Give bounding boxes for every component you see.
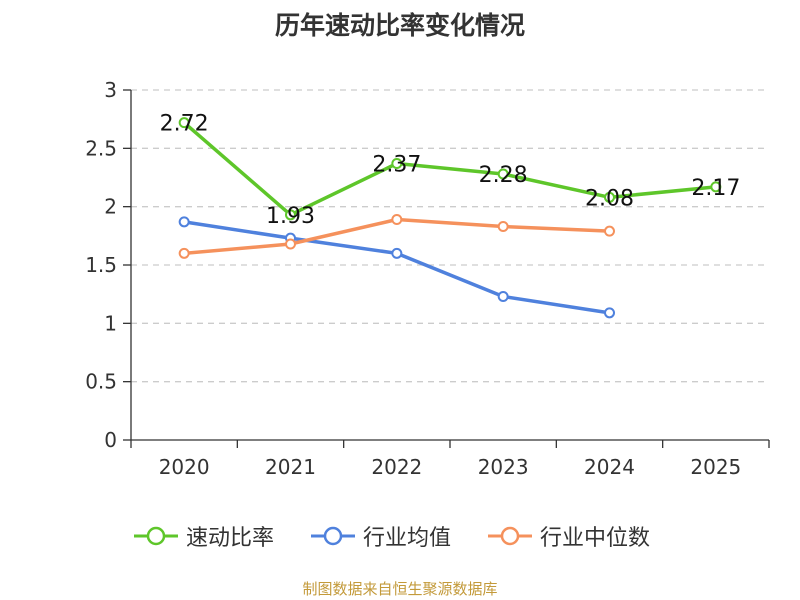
source-note: 制图数据来自恒生聚源数据库 (302, 580, 498, 598)
legend-label-quick-ratio: 速动比率 (186, 526, 275, 551)
legend-item-industry-median[interactable]: 行业中位数 (488, 518, 650, 554)
x-tick-label: 2021 (265, 455, 316, 479)
data-point-0 (604, 191, 615, 203)
data-point-2 (285, 238, 296, 250)
x-tick-label: 2022 (371, 455, 422, 479)
y-tick-label: 1.5 (85, 253, 117, 277)
legend-label-industry-mean: 行业均值 (363, 526, 452, 551)
data-point-2 (497, 221, 509, 232)
data-point-2 (604, 225, 615, 237)
data-point-1 (178, 216, 190, 228)
series-line-0 (183, 121, 717, 217)
data-point-1 (497, 291, 509, 302)
chart-legend: 速动比率 行业均值 行业中位数 (0, 518, 800, 554)
legend-label-industry-median: 行业中位数 (540, 526, 651, 551)
data-label: 2.28 (479, 163, 528, 188)
legend-swatch-industry-mean (311, 526, 355, 546)
data-point-0 (497, 168, 509, 180)
legend-swatch-quick-ratio (134, 526, 178, 546)
series-line-1 (183, 220, 610, 315)
data-point-1 (391, 247, 403, 259)
data-point-0 (285, 209, 296, 221)
legend-item-quick-ratio[interactable]: 速动比率 (134, 518, 274, 554)
data-point-2 (391, 214, 403, 225)
data-point-0 (391, 158, 403, 169)
data-label: 2.37 (372, 153, 421, 178)
data-label: 1.93 (266, 204, 315, 229)
y-tick-label: 0.5 (85, 370, 117, 394)
chart-title: 历年速动比率变化情况 (274, 11, 525, 40)
data-point-0 (178, 117, 190, 129)
x-tick-label: 2024 (584, 455, 635, 479)
x-tick-label: 2020 (159, 455, 210, 479)
data-label: 2.72 (160, 112, 209, 137)
y-tick-label: 2.5 (85, 136, 117, 160)
data-point-1 (604, 307, 615, 319)
legend-item-industry-mean[interactable]: 行业均值 (311, 518, 451, 554)
y-tick-label: 2 (104, 195, 117, 219)
data-label: 2.17 (691, 176, 740, 201)
x-tick-label: 2025 (690, 455, 741, 479)
data-label: 2.08 (585, 186, 634, 211)
data-point-2 (178, 247, 190, 259)
x-tick-label: 2023 (478, 455, 529, 479)
y-tick-label: 3 (104, 78, 117, 102)
y-tick-label: 0 (104, 428, 117, 452)
legend-swatch-industry-median (488, 526, 532, 546)
y-tick-label: 1 (104, 311, 117, 335)
data-point-0 (710, 181, 722, 193)
